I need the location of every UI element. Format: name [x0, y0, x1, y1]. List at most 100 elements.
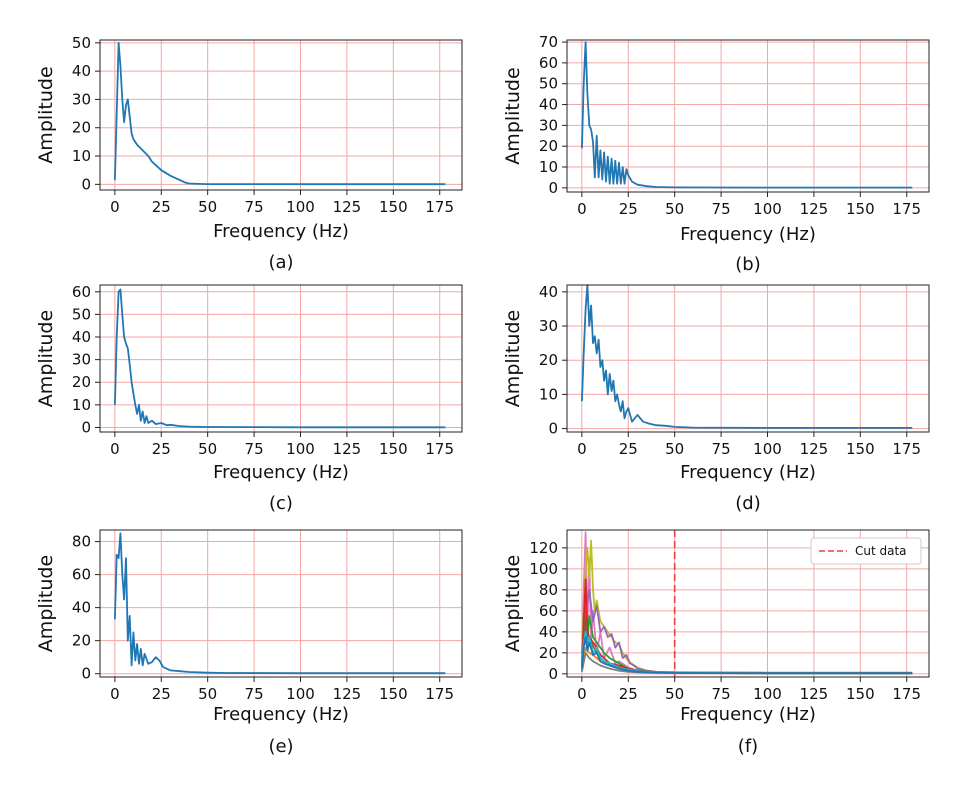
y-tick-label-d-0: 0 — [548, 420, 558, 438]
series-line-e-0 — [114, 532, 446, 675]
y-tick-label-b-4: 40 — [539, 96, 558, 114]
x-tick-label-f-3: 75 — [712, 685, 731, 703]
x-tick-label-a-4: 100 — [286, 198, 315, 216]
panel-caption-f: (f) — [738, 736, 758, 757]
series-line-d-0 — [581, 284, 913, 429]
x-tick-label-f-0: 0 — [577, 685, 587, 703]
x-tick-label-d-5: 125 — [800, 440, 829, 458]
x-tick-label-c-2: 50 — [198, 440, 217, 458]
x-tick-label-e-2: 50 — [198, 685, 217, 703]
y-tick-label-d-1: 10 — [539, 385, 558, 403]
y-tick-label-b-0: 0 — [548, 179, 558, 197]
y-axis-label-b: Amplitude — [502, 67, 524, 164]
x-tick-label-f-2: 50 — [665, 685, 684, 703]
y-tick-label-f-5: 100 — [529, 560, 558, 578]
x-tick-label-b-6: 150 — [846, 200, 875, 218]
x-tick-label-c-7: 175 — [425, 440, 454, 458]
x-tick-label-e-3: 75 — [245, 685, 264, 703]
series-line-a-0 — [114, 41, 446, 186]
y-tick-label-a-3: 30 — [72, 90, 91, 108]
x-tick-label-b-4: 100 — [753, 200, 782, 218]
x-tick-label-a-0: 0 — [110, 198, 120, 216]
y-tick-label-c-0: 0 — [81, 418, 91, 436]
x-tick-label-d-4: 100 — [753, 440, 782, 458]
x-tick-label-b-5: 125 — [800, 200, 829, 218]
x-tick-label-e-0: 0 — [110, 685, 120, 703]
x-tick-label-b-2: 50 — [665, 200, 684, 218]
panel-caption-a: (a) — [268, 252, 293, 273]
y-tick-label-f-3: 60 — [539, 602, 558, 620]
y-tick-label-f-0: 0 — [548, 665, 558, 683]
axes-frame-a — [99, 39, 463, 191]
series-line-b-0 — [581, 41, 913, 189]
x-tick-label-c-3: 75 — [245, 440, 264, 458]
axes-frame-f — [566, 529, 930, 678]
y-tick-label-a-2: 20 — [72, 119, 91, 137]
y-tick-label-c-2: 20 — [72, 373, 91, 391]
y-tick-label-e-4: 80 — [72, 533, 91, 551]
x-tick-label-c-5: 125 — [333, 440, 362, 458]
y-tick-label-c-5: 50 — [72, 305, 91, 323]
y-tick-label-e-1: 20 — [72, 632, 91, 650]
y-axis-label-a: Amplitude — [35, 66, 57, 163]
y-tick-label-a-4: 40 — [72, 62, 91, 80]
x-tick-label-d-6: 150 — [846, 440, 875, 458]
x-tick-label-d-1: 25 — [619, 440, 638, 458]
x-tick-label-e-5: 125 — [333, 685, 362, 703]
y-tick-label-e-3: 60 — [72, 566, 91, 584]
series-line-c-0 — [114, 288, 446, 429]
x-axis-label-c: Frequency (Hz) — [213, 462, 349, 483]
x-tick-label-a-1: 25 — [152, 198, 171, 216]
y-tick-label-e-0: 0 — [81, 665, 91, 683]
legend-label: Cut data — [855, 544, 907, 558]
x-tick-label-d-0: 0 — [577, 440, 587, 458]
panel-caption-c: (c) — [269, 493, 293, 514]
panel-caption-d: (d) — [735, 493, 760, 514]
x-tick-label-a-3: 75 — [245, 198, 264, 216]
panel-caption-b: (b) — [735, 254, 760, 275]
x-tick-label-f-1: 25 — [619, 685, 638, 703]
x-tick-label-c-1: 25 — [152, 440, 171, 458]
panel-a: 0 25 50 75 100 125 150 175 0 10 20 30 40 50 Frequency … — [35, 34, 463, 273]
panel-b: 0 25 50 75 100 125 150 175 0 10 20 30 40 50 60 70 Freque… — [502, 33, 930, 275]
x-tick-label-a-5: 125 — [333, 198, 362, 216]
axes-frame-d — [566, 284, 930, 433]
y-tick-label-d-3: 30 — [539, 317, 558, 335]
y-tick-label-e-2: 40 — [72, 599, 91, 617]
y-tick-label-c-3: 30 — [72, 351, 91, 369]
y-tick-label-b-6: 60 — [539, 54, 558, 72]
x-axis-label-e: Frequency (Hz) — [213, 704, 349, 725]
y-tick-label-c-6: 60 — [72, 283, 91, 301]
y-axis-label-d: Amplitude — [502, 310, 524, 407]
y-axis-label-e: Amplitude — [35, 555, 57, 652]
x-tick-label-f-5: 125 — [800, 685, 829, 703]
y-tick-label-d-2: 20 — [539, 351, 558, 369]
x-tick-label-a-6: 150 — [379, 198, 408, 216]
x-tick-label-d-7: 175 — [892, 440, 921, 458]
x-tick-label-b-0: 0 — [577, 200, 587, 218]
x-axis-label-d: Frequency (Hz) — [680, 462, 816, 483]
y-axis-label-f: Amplitude — [502, 555, 524, 652]
x-tick-label-e-1: 25 — [152, 685, 171, 703]
x-tick-label-e-4: 100 — [286, 685, 315, 703]
y-tick-label-b-3: 30 — [539, 116, 558, 134]
x-tick-label-c-6: 150 — [379, 440, 408, 458]
y-tick-label-a-1: 10 — [72, 147, 91, 165]
panel-caption-e: (e) — [268, 736, 293, 757]
x-tick-label-b-3: 75 — [712, 200, 731, 218]
y-tick-label-f-2: 40 — [539, 623, 558, 641]
y-tick-label-b-1: 10 — [539, 158, 558, 176]
x-tick-label-a-7: 175 — [425, 198, 454, 216]
y-tick-label-f-6: 120 — [529, 539, 558, 557]
x-tick-label-f-6: 150 — [846, 685, 875, 703]
panel-e: 0 25 50 75 100 125 150 175 0 20 40 60 80 Frequency (H… — [35, 529, 463, 757]
y-tick-label-b-5: 50 — [539, 75, 558, 93]
x-tick-label-c-0: 0 — [110, 440, 120, 458]
x-axis-label-a: Frequency (Hz) — [213, 221, 349, 242]
x-tick-label-a-2: 50 — [198, 198, 217, 216]
legend-box — [810, 537, 922, 565]
x-tick-label-c-4: 100 — [286, 440, 315, 458]
y-tick-label-f-4: 80 — [539, 581, 558, 599]
